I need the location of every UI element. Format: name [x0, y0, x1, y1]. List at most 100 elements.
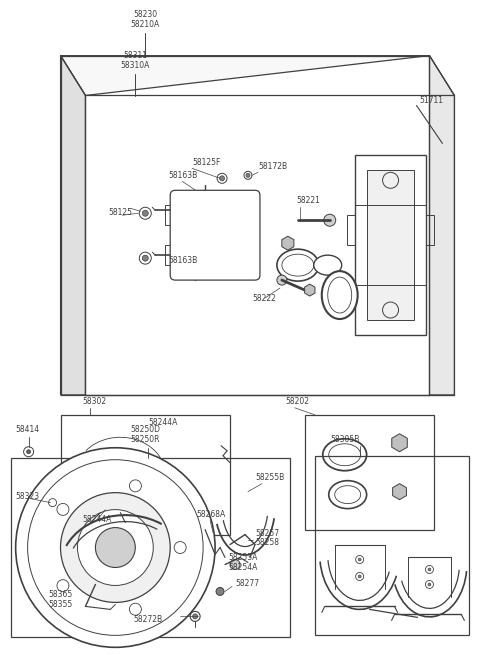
Text: 58305B: 58305B: [330, 436, 360, 444]
Circle shape: [87, 449, 123, 485]
Text: 58255B: 58255B: [255, 473, 284, 482]
Text: 58125F: 58125F: [192, 158, 220, 167]
Text: 58210A: 58210A: [131, 20, 160, 29]
Text: 58302: 58302: [83, 398, 107, 406]
Bar: [315, 456, 469, 635]
Circle shape: [57, 504, 69, 515]
Circle shape: [193, 214, 237, 257]
Circle shape: [230, 559, 240, 569]
Ellipse shape: [335, 485, 360, 504]
Circle shape: [130, 480, 142, 492]
Bar: [60, 415, 230, 534]
Bar: [367, 170, 415, 320]
Text: 58272B: 58272B: [134, 615, 163, 624]
Ellipse shape: [329, 481, 367, 509]
Circle shape: [60, 493, 170, 603]
Text: 58268A: 58268A: [196, 510, 226, 519]
Text: 58125: 58125: [108, 208, 132, 217]
Text: 58230: 58230: [133, 10, 157, 19]
Text: 58310A: 58310A: [120, 61, 150, 70]
Bar: [347, 215, 355, 245]
Ellipse shape: [282, 254, 314, 276]
Bar: [305, 415, 434, 530]
Bar: [165, 245, 180, 265]
Polygon shape: [85, 56, 430, 395]
Circle shape: [277, 275, 287, 285]
Text: 58250D: 58250D: [130, 425, 160, 434]
Text: 58172B: 58172B: [258, 162, 287, 171]
Circle shape: [96, 457, 115, 477]
Circle shape: [190, 265, 200, 275]
Circle shape: [200, 193, 210, 203]
Ellipse shape: [329, 443, 360, 466]
Circle shape: [26, 450, 31, 454]
Circle shape: [113, 470, 118, 476]
Circle shape: [216, 588, 224, 595]
Text: 58414: 58414: [16, 425, 40, 434]
Circle shape: [425, 565, 433, 574]
Text: 58221: 58221: [297, 196, 321, 205]
Circle shape: [246, 174, 250, 178]
Circle shape: [139, 252, 151, 264]
Circle shape: [244, 172, 252, 179]
Polygon shape: [60, 56, 85, 395]
Text: 58244A: 58244A: [83, 515, 112, 524]
Text: 58202: 58202: [285, 398, 309, 406]
Circle shape: [185, 205, 245, 265]
Circle shape: [219, 176, 225, 181]
Ellipse shape: [277, 249, 319, 281]
Circle shape: [139, 207, 151, 219]
Circle shape: [324, 214, 336, 226]
Circle shape: [217, 174, 227, 183]
Text: 51711: 51711: [420, 96, 444, 105]
Text: 58254A: 58254A: [228, 563, 257, 572]
Circle shape: [356, 555, 364, 563]
Circle shape: [130, 603, 142, 615]
Text: 58253A: 58253A: [228, 553, 257, 562]
Text: 58277: 58277: [235, 579, 259, 588]
Circle shape: [77, 510, 153, 586]
Circle shape: [358, 558, 361, 561]
Circle shape: [28, 460, 203, 635]
Circle shape: [356, 572, 364, 580]
Circle shape: [142, 210, 148, 216]
Circle shape: [24, 447, 34, 457]
Text: 58244A: 58244A: [148, 419, 178, 427]
Circle shape: [190, 611, 200, 622]
Circle shape: [174, 542, 186, 553]
Text: 58311: 58311: [123, 51, 147, 60]
Bar: [165, 205, 180, 225]
FancyBboxPatch shape: [170, 191, 260, 280]
Circle shape: [93, 470, 98, 476]
Bar: [426, 215, 434, 245]
Circle shape: [220, 193, 230, 203]
Text: 58365: 58365: [48, 590, 73, 599]
Bar: [355, 155, 426, 335]
Circle shape: [96, 527, 135, 567]
Text: 58355: 58355: [48, 600, 73, 609]
Circle shape: [425, 580, 433, 588]
Circle shape: [428, 583, 431, 586]
Circle shape: [428, 568, 431, 571]
Ellipse shape: [328, 277, 352, 313]
Text: 58258: 58258: [255, 538, 279, 547]
Text: 58163B: 58163B: [168, 255, 197, 265]
Circle shape: [200, 191, 210, 200]
Polygon shape: [430, 56, 455, 395]
Text: 58250R: 58250R: [130, 436, 160, 444]
Ellipse shape: [323, 439, 367, 471]
Circle shape: [16, 448, 215, 647]
Circle shape: [192, 614, 198, 619]
Text: 58222: 58222: [252, 293, 276, 303]
Polygon shape: [60, 56, 85, 395]
Text: 58323: 58323: [16, 492, 40, 501]
Circle shape: [142, 255, 148, 261]
Bar: [11, 458, 290, 637]
Text: 58257: 58257: [255, 529, 279, 538]
Circle shape: [48, 498, 57, 506]
Text: 58163B: 58163B: [168, 171, 197, 180]
Circle shape: [358, 575, 361, 578]
Circle shape: [57, 580, 69, 591]
Circle shape: [93, 458, 98, 463]
Polygon shape: [60, 56, 455, 96]
